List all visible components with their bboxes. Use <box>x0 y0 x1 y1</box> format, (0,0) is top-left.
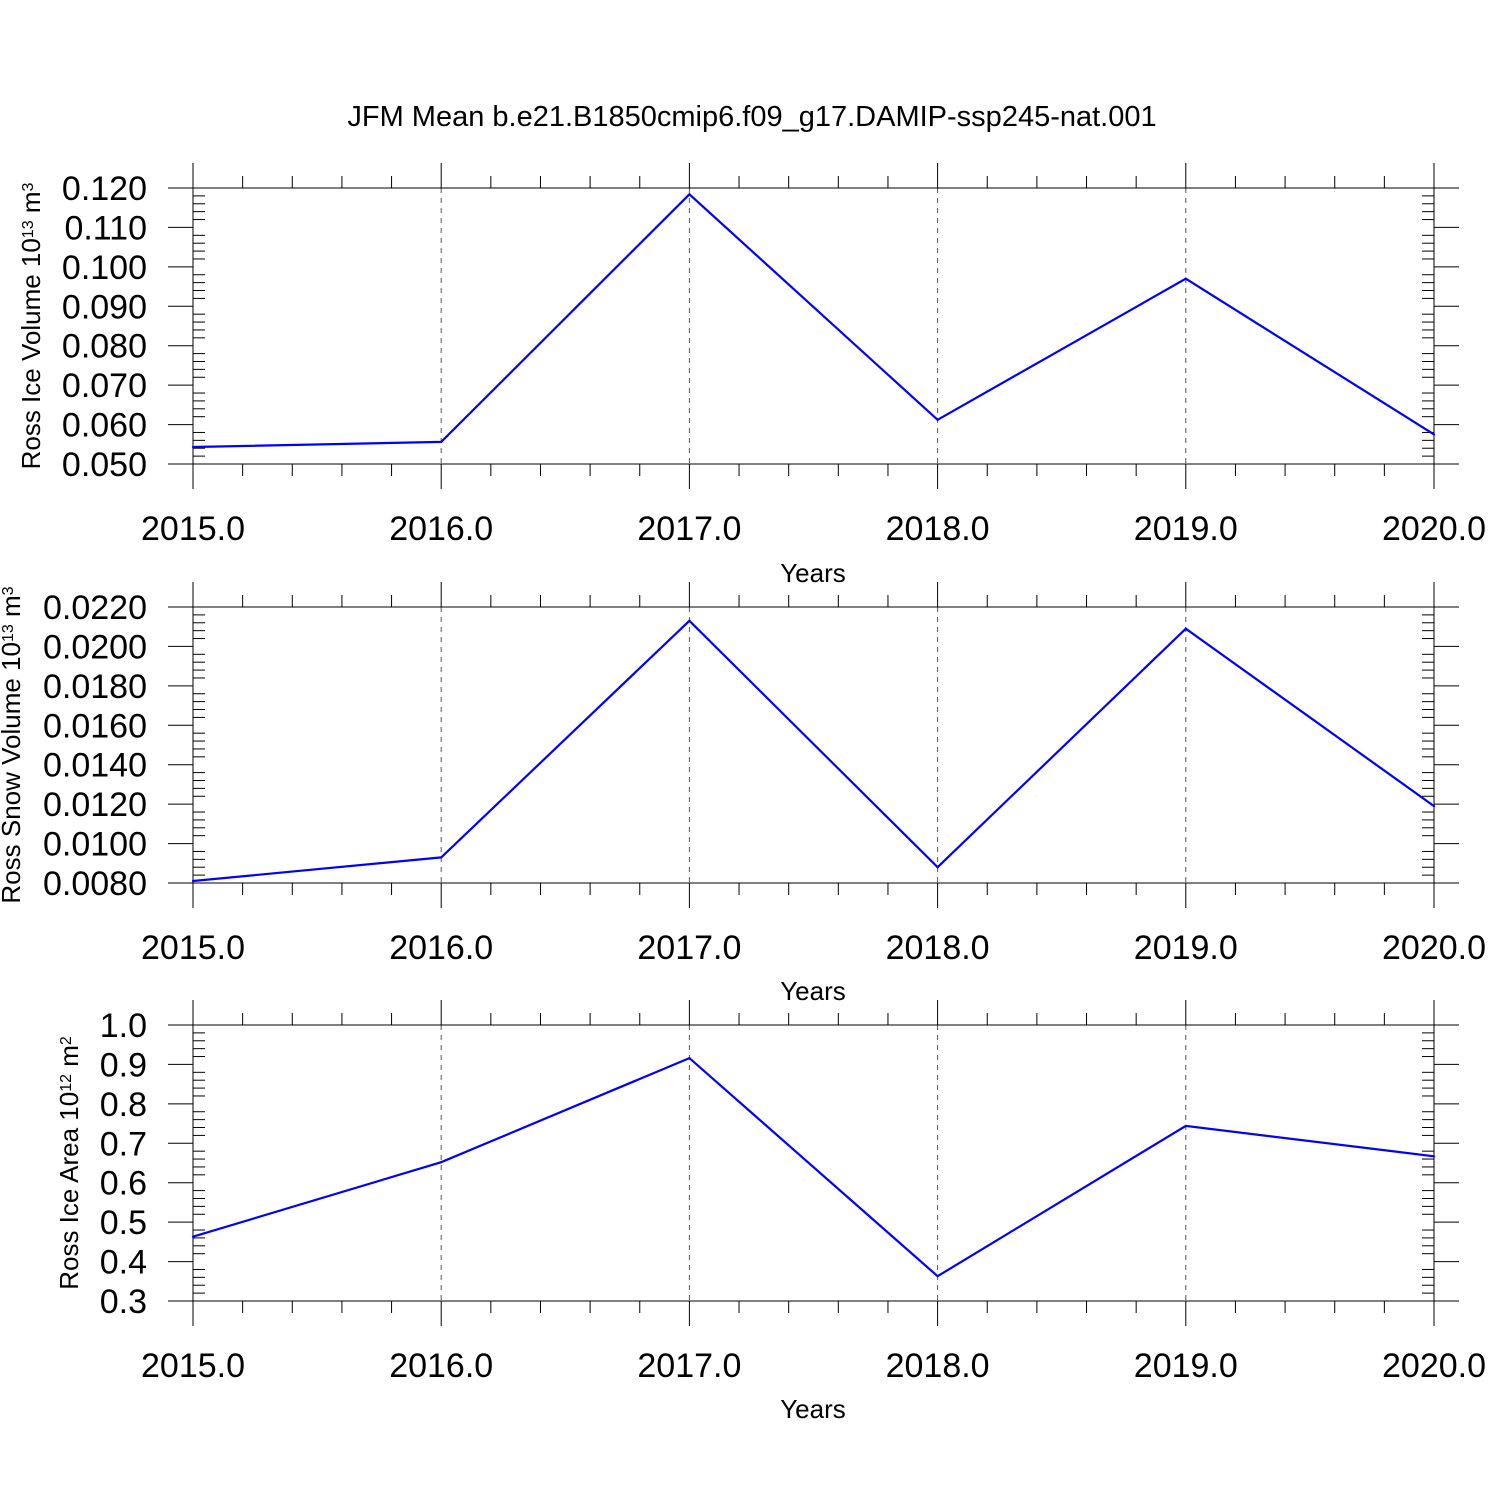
y-axis-label: Ross Ice Area 1012 m2 <box>54 1036 84 1290</box>
y-label-exponent: 13 <box>20 220 37 238</box>
y-tick-label: 0.050 <box>62 446 147 484</box>
y-tick-label: 0.6 <box>100 1165 147 1203</box>
y-tick-label: 0.7 <box>100 1125 147 1163</box>
x-tick-label: 2018.0 <box>886 929 990 967</box>
y-tick-label: 0.0140 <box>43 747 147 785</box>
data-point <box>191 1235 195 1238</box>
y-label-unit-exponent: 3 <box>0 586 17 595</box>
x-tick-label: 2020.0 <box>1382 929 1486 967</box>
series-line <box>192 619 1435 883</box>
data-point <box>440 1161 443 1164</box>
y-label-exponent: 12 <box>58 1074 75 1092</box>
y-tick-label: 1.0 <box>100 1007 147 1045</box>
x-tick-label: 2015.0 <box>141 510 245 548</box>
panel-3: 2015.0 2016.0 2017.0 2018.0 2019.0 2020.00.30… <box>54 1000 1486 1424</box>
y-label-unit: m <box>0 595 26 624</box>
data-point <box>688 619 691 622</box>
data-point <box>936 866 939 869</box>
y-tick-label: 0.0120 <box>43 786 147 824</box>
chart-title: JFM Mean b.e21.B1850cmip6.f09_g17.DAMIP-… <box>347 101 1156 133</box>
x-tick-label: 2018.0 <box>886 510 990 548</box>
x-tick-label: 2017.0 <box>637 929 741 967</box>
y-tick-label: 0.0200 <box>43 628 147 666</box>
y-tick-label: 0.8 <box>100 1086 147 1124</box>
data-point <box>1184 627 1187 630</box>
y-tick-label: 0.060 <box>62 407 147 445</box>
x-tick-label: 2015.0 <box>141 929 245 967</box>
data-point <box>440 440 443 444</box>
y-tick-label: 0.0100 <box>43 826 147 864</box>
y-label-text: Ross Snow Volume 10 <box>0 642 26 904</box>
x-tick-label: 2017.0 <box>637 510 741 548</box>
data-point <box>440 856 443 859</box>
y-tick-label: 0.120 <box>62 170 147 208</box>
y-tick-label: 0.3 <box>100 1283 147 1321</box>
panel-1: 2015.0 2016.0 2017.0 2018.0 2019.0 2020.0 0.05… <box>16 163 1486 588</box>
y-tick-label: 0.0080 <box>43 865 147 903</box>
y-tick-label: 0.9 <box>100 1046 147 1084</box>
y-label-exponent: 13 <box>0 624 17 642</box>
series-line <box>192 192 1435 449</box>
x-tick-label: 2016.0 <box>389 929 493 967</box>
y-tick-label: 0.100 <box>62 249 147 287</box>
data-point <box>936 418 939 421</box>
y-label-unit-exponent: 3 <box>20 182 37 191</box>
x-tick-label: 2020.0 <box>1382 510 1486 548</box>
x-tick-label: 2015.0 <box>141 1347 245 1385</box>
y-axis-label: Ross Ice Volume 1013 m3 <box>16 182 46 469</box>
data-point <box>1432 805 1436 808</box>
data-point <box>688 193 691 196</box>
data-point <box>1432 1155 1436 1158</box>
data-point <box>191 445 195 449</box>
series-line <box>192 1056 1435 1278</box>
panel-2: 2015.0 2016.0 2017.0 2018.0 2019.0 2020.0 0.00… <box>0 582 1486 1006</box>
y-tick-label: 0.4 <box>100 1244 147 1282</box>
y-label-text: Ross Ice Area 10 <box>54 1092 84 1290</box>
y-tick-label: 0.5 <box>100 1204 147 1242</box>
y-tick-label: 0.0220 <box>43 589 147 627</box>
y-tick-label: 0.070 <box>62 367 147 405</box>
x-axis-label: Years <box>780 1394 846 1424</box>
x-axis-label: Years <box>780 976 846 1006</box>
y-label-text: Ross Ice Volume 10 <box>16 238 46 469</box>
data-point <box>1184 1124 1187 1128</box>
x-tick-label: 2019.0 <box>1134 929 1238 967</box>
y-tick-label: 0.0180 <box>43 668 147 706</box>
data-point <box>936 1275 939 1278</box>
x-tick-label: 2016.0 <box>389 1347 493 1385</box>
x-tick-label: 2020.0 <box>1382 1347 1486 1385</box>
y-tick-label: 0.090 <box>62 288 147 326</box>
x-tick-label: 2019.0 <box>1134 1347 1238 1385</box>
x-tick-label: 2018.0 <box>886 1347 990 1385</box>
y-tick-label: 0.080 <box>62 328 147 366</box>
y-tick-label: 0.110 <box>64 209 147 247</box>
y-axis-label: Ross Snow Volume 1013 m3 <box>0 586 26 903</box>
data-point <box>1432 433 1436 436</box>
data-point <box>1184 277 1187 280</box>
x-tick-label: 2016.0 <box>389 510 493 548</box>
y-tick-label: 0.0160 <box>43 707 147 745</box>
y-label-unit-exponent: 2 <box>58 1036 75 1045</box>
data-point <box>191 879 195 883</box>
y-label-unit: m <box>54 1045 84 1074</box>
y-label-unit: m <box>16 191 46 220</box>
x-tick-label: 2019.0 <box>1134 510 1238 548</box>
x-tick-label: 2017.0 <box>637 1347 741 1385</box>
x-axis-label: Years <box>780 558 846 588</box>
data-point <box>688 1057 691 1060</box>
